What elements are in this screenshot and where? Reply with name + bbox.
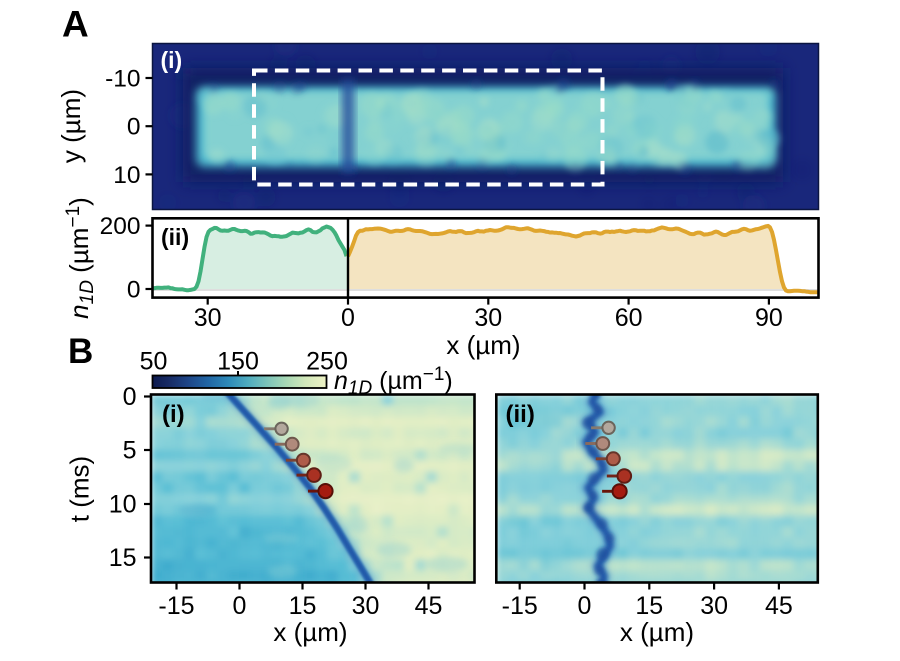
- svg-text:(ii): (ii): [161, 224, 189, 250]
- svg-text:10: 10: [109, 491, 137, 519]
- svg-text:250: 250: [306, 348, 348, 376]
- svg-text:A: A: [62, 4, 89, 45]
- svg-text:B: B: [68, 332, 93, 371]
- svg-text:x (µm): x (µm): [273, 617, 347, 647]
- svg-text:n1D (µm−1): n1D (µm−1): [63, 197, 98, 319]
- svg-text:x (µm): x (µm): [446, 330, 520, 360]
- svg-text:200: 200: [100, 213, 141, 240]
- svg-text:50: 50: [140, 348, 168, 376]
- svg-text:(i): (i): [162, 401, 185, 428]
- svg-text:(i): (i): [161, 47, 183, 73]
- svg-text:30: 30: [474, 304, 502, 332]
- svg-text:n1D (µm−1): n1D (µm−1): [334, 364, 453, 399]
- svg-text:x (µm): x (µm): [620, 617, 694, 647]
- svg-text:-15: -15: [158, 592, 194, 620]
- svg-text:y (µm): y (µm): [56, 89, 86, 163]
- svg-text:30: 30: [194, 304, 222, 332]
- svg-text:-10: -10: [105, 66, 140, 93]
- svg-text:0: 0: [127, 114, 141, 141]
- svg-text:t (ms): t (ms): [65, 456, 95, 522]
- svg-text:0: 0: [123, 383, 137, 411]
- svg-text:15: 15: [109, 544, 137, 572]
- svg-text:0: 0: [341, 304, 355, 332]
- svg-text:5: 5: [123, 437, 137, 465]
- svg-text:15: 15: [289, 592, 317, 620]
- svg-text:45: 45: [765, 592, 793, 620]
- svg-text:-15: -15: [502, 592, 538, 620]
- svg-text:0: 0: [578, 592, 592, 620]
- svg-text:150: 150: [217, 348, 259, 376]
- svg-text:0: 0: [233, 592, 247, 620]
- svg-text:30: 30: [700, 592, 728, 620]
- svg-text:30: 30: [352, 592, 380, 620]
- svg-text:0: 0: [127, 277, 141, 304]
- svg-text:15: 15: [635, 592, 663, 620]
- svg-text:45: 45: [415, 592, 443, 620]
- svg-text:(ii): (ii): [506, 401, 535, 428]
- svg-text:60: 60: [615, 304, 643, 332]
- svg-text:90: 90: [755, 304, 783, 332]
- svg-text:10: 10: [113, 162, 140, 189]
